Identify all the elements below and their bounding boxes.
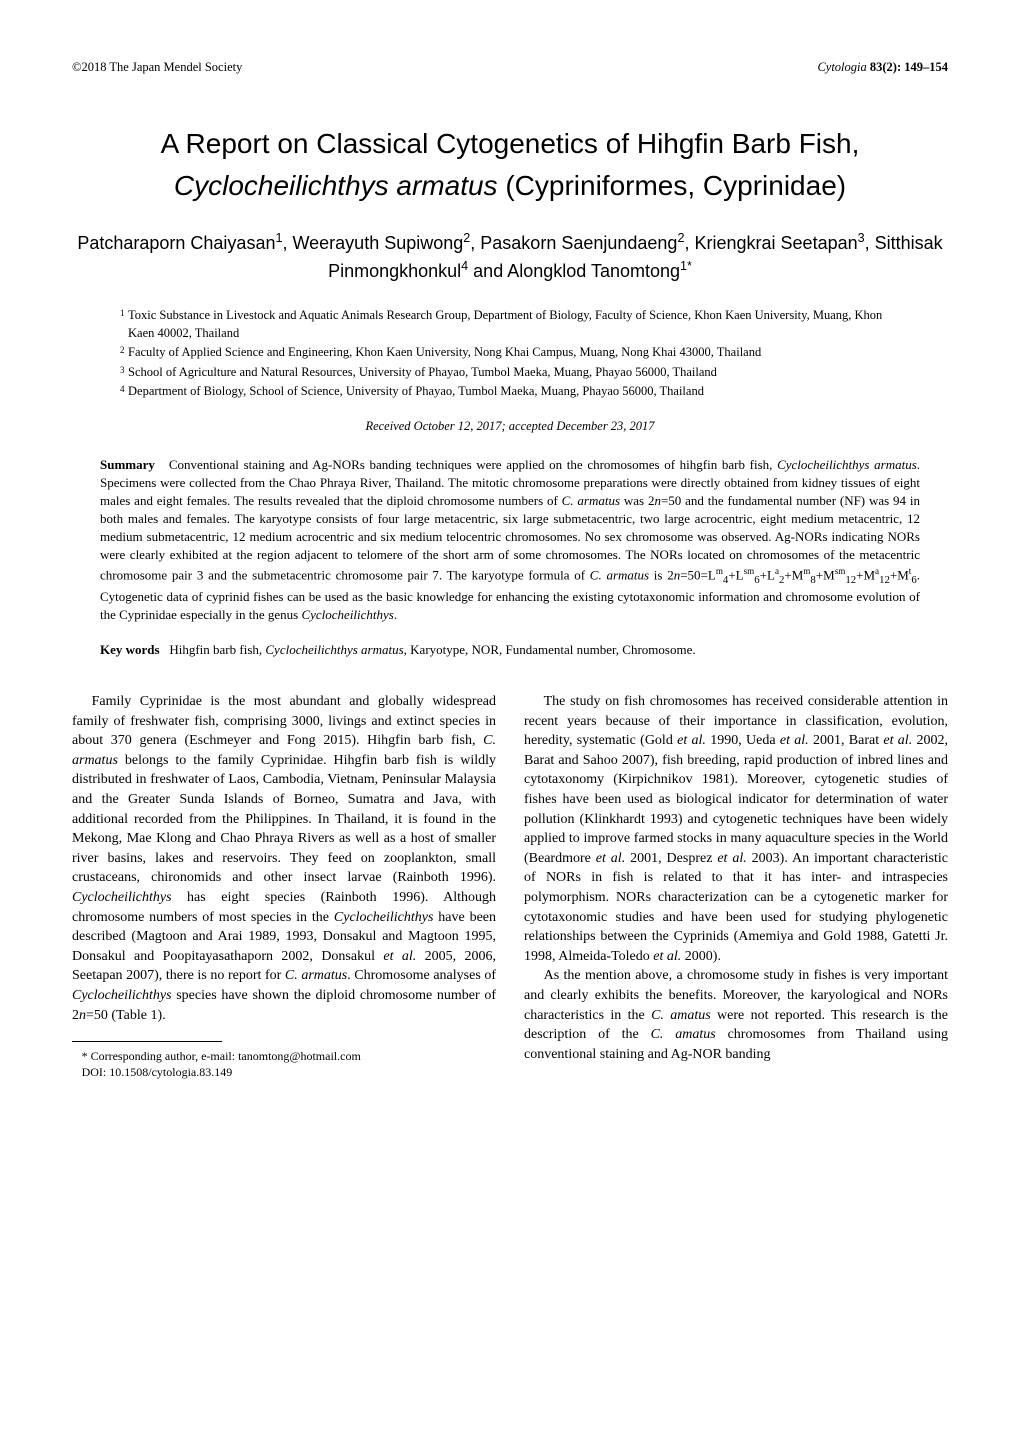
p1-i3: Cyclocheilichthys xyxy=(334,910,434,925)
p2-c: 2001, Barat xyxy=(809,733,884,748)
title-rest: (Cypriniformes, Cyprinidae) xyxy=(498,170,847,201)
authors-line-1: Patcharaporn Chaiyasan1, Weerayuth Supiw… xyxy=(77,233,694,253)
footnote-doi: DOI: 10.1508/cytologia.83.149 xyxy=(72,1064,496,1080)
summary-text-e: =50=L xyxy=(680,567,716,582)
p1-h: =50 (Table 1). xyxy=(86,1008,166,1023)
p2-g: 2000). xyxy=(681,949,721,964)
affiliation-1-num: 1 xyxy=(120,307,125,320)
abstract: Summary Conventional staining and Ag-NOR… xyxy=(100,456,920,625)
p2-i6: et al. xyxy=(653,949,681,964)
running-header: ©2018 The Japan Mendel Society Cytologia… xyxy=(72,60,948,75)
summary-text-g: +L xyxy=(760,567,775,582)
summary-text-k: +M xyxy=(890,567,909,582)
p1-i6: Cyclocheilichthys xyxy=(72,988,172,1003)
right-column: The study on fish chromosomes has receiv… xyxy=(524,692,948,1080)
p1-i7: n xyxy=(79,1008,86,1023)
footnote-separator xyxy=(72,1041,222,1042)
p2-d: 2002, Barat and Sahoo 2007), fish breedi… xyxy=(524,733,948,866)
p1-i4: et al. xyxy=(383,949,416,964)
author-3: , Pasakorn Saenjundaeng xyxy=(470,233,677,253)
p2-i3: et al. xyxy=(883,733,912,748)
keywords-text-a: Hihgfin barb fish, xyxy=(169,642,265,657)
affiliation-1: 1 Toxic Substance in Livestock and Aquat… xyxy=(120,307,900,342)
summary-species-2: C. armatus xyxy=(562,493,620,508)
summary-text-f: +L xyxy=(728,567,743,582)
journal-volume: 83(2): 149–154 xyxy=(867,60,948,74)
p2-i4: et al. xyxy=(596,851,625,866)
title-species: Cyclocheilichthys armatus xyxy=(174,170,498,201)
author-1: Patcharaporn Chaiyasan xyxy=(77,233,275,253)
keywords-label: Key words xyxy=(100,642,160,657)
summary-label: Summary xyxy=(100,457,155,472)
left-column: Family Cyprinidae is the most abundant a… xyxy=(72,692,496,1080)
title-line-1: A Report on Classical Cytogenetics of Hi… xyxy=(72,123,948,165)
affiliation-3-text: School of Agriculture and Natural Resour… xyxy=(128,365,717,379)
p2-i1: et al. xyxy=(677,733,706,748)
article-title: A Report on Classical Cytogenetics of Hi… xyxy=(72,123,948,207)
copyright-text: ©2018 The Japan Mendel Society xyxy=(72,60,242,75)
footnote-corresponding: * Corresponding author, e-mail: tanomton… xyxy=(72,1048,496,1064)
affiliation-4: 4 Department of Biology, School of Scien… xyxy=(120,383,900,401)
formula-sub-5: 12 xyxy=(845,574,856,586)
summary-genus: Cyclocheilichthys xyxy=(301,607,393,622)
summary-species-3: C. armatus xyxy=(590,567,649,582)
author-4: Kriengkrai Seetapan xyxy=(695,233,858,253)
formula-sub-6: 12 xyxy=(879,574,890,586)
author-4-aff: 3 xyxy=(858,231,865,245)
p2-i5: et al. xyxy=(717,851,746,866)
author-list: Patcharaporn Chaiyasan1, Weerayuth Supiw… xyxy=(72,229,948,285)
summary-species-1: Cyclocheilichthys armatus xyxy=(777,457,917,472)
affiliation-2: 2 Faculty of Applied Science and Enginee… xyxy=(120,344,900,362)
formula-sup-1: m xyxy=(716,566,723,576)
affiliation-4-num: 4 xyxy=(120,383,125,396)
p2-f: 2003). An important characteristic of NO… xyxy=(524,851,948,964)
keywords-text-b: , Karyotype, NOR, Fundamental number, Ch… xyxy=(404,642,696,657)
affiliation-2-num: 2 xyxy=(120,344,125,357)
p2-b: 1990, Ueda xyxy=(706,733,780,748)
p2-e: 2001, Desprez xyxy=(625,851,717,866)
p1-f: . Chromosome analyses of xyxy=(347,968,496,983)
summary-text-c: was 2 xyxy=(620,493,654,508)
affiliations-block: 1 Toxic Substance in Livestock and Aquat… xyxy=(120,307,900,401)
summary-text-d: is 2 xyxy=(649,567,674,582)
p1-i5: C. armatus xyxy=(285,968,347,983)
affiliation-3-num: 3 xyxy=(120,364,125,377)
p3-i1: C. amatus xyxy=(651,1008,711,1023)
affiliation-2-text: Faculty of Applied Science and Engineeri… xyxy=(128,345,761,359)
affiliation-3: 3 School of Agriculture and Natural Reso… xyxy=(120,364,900,382)
affiliation-1-text: Toxic Substance in Livestock and Aquatic… xyxy=(128,308,882,340)
received-date: Received October 12, 2017; accepted Dece… xyxy=(72,419,948,434)
summary-text-h: +M xyxy=(784,567,803,582)
p1-a: Family Cyprinidae is the most abundant a… xyxy=(72,694,496,748)
journal-ref: Cytologia 83(2): 149–154 xyxy=(817,60,948,75)
p2-i2: et al. xyxy=(780,733,809,748)
para-1: Family Cyprinidae is the most abundant a… xyxy=(72,692,496,1025)
formula-sup-2: sm xyxy=(744,566,755,576)
summary-text-j: +M xyxy=(856,567,875,582)
keywords: Key words Hihgfin barb fish, Cyclocheili… xyxy=(100,642,920,658)
summary-text-a: Conventional staining and Ag-NORs bandin… xyxy=(169,457,777,472)
summary-text-i: +M xyxy=(816,567,835,582)
author-6-aff: 1* xyxy=(680,259,692,273)
body-text: Family Cyprinidae is the most abundant a… xyxy=(72,692,948,1080)
p1-b: belongs to the family Cyprinidae. Hihgfi… xyxy=(72,753,496,886)
title-line-2: Cyclocheilichthys armatus (Cypriniformes… xyxy=(72,165,948,207)
para-2: The study on fish chromosomes has receiv… xyxy=(524,692,948,966)
p1-i2: Cyclocheilichthys xyxy=(72,890,172,905)
affiliation-4-text: Department of Biology, School of Science… xyxy=(128,384,704,398)
keywords-species: Cyclocheilichthys armatus xyxy=(265,642,403,657)
formula-sup-5: sm xyxy=(835,566,846,576)
author-2: , Weerayuth Supiwong xyxy=(282,233,463,253)
para-3: As the mention above, a chromosome study… xyxy=(524,966,948,1064)
p3-i2: C. amatus xyxy=(651,1027,716,1042)
journal-name: Cytologia xyxy=(817,60,866,74)
author-6: and Alongklod Tanomtong xyxy=(468,261,680,281)
summary-text-m: . xyxy=(394,607,397,622)
